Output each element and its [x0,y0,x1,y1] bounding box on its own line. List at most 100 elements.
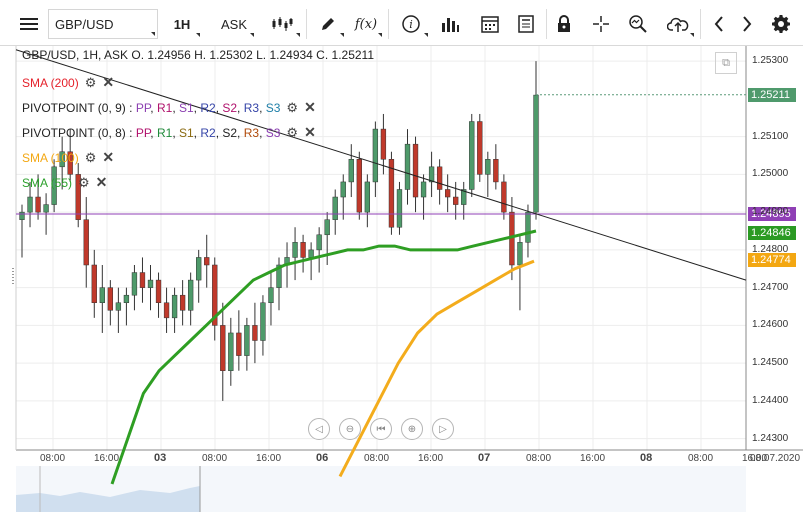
candle-body [43,204,49,213]
pivot-level-label: , [259,126,266,140]
indicator-settings-gear-icon[interactable]: ⚙ [78,175,90,190]
pivot-level-label: , [193,101,201,115]
candle-body [107,287,114,311]
info-button[interactable]: i [392,9,430,39]
candle-body [533,94,539,213]
candle-body [372,128,379,183]
indicator-legend[interactable]: SMA (100) ⚙ ✕ [22,149,114,166]
indicator-legend[interactable]: PIVOTPOINT (0, 8) : PP, R1, S1, R2, S2, … [22,124,316,141]
x-tick-label: 08:00 [526,453,552,464]
candle-body [115,302,122,311]
candle-body [308,249,314,258]
candle-body [485,159,491,175]
x-tick-label: 16:00 [94,453,120,464]
arrow-left-icon: ◁ [315,423,323,435]
pencil-icon [322,18,334,30]
indicator-remove-close-icon[interactable]: ✕ [102,74,115,90]
candle-body [348,159,354,183]
candle-body [461,189,467,205]
indicator-settings-gear-icon[interactable]: ⚙ [286,100,299,115]
pivot-level-label: S3 [265,101,281,115]
crosshair-button[interactable] [586,9,616,39]
news-button[interactable] [508,9,544,39]
calendar-button[interactable] [472,9,508,39]
settings-button[interactable] [766,9,796,39]
zoom-out-button[interactable]: ⊖ [339,418,361,440]
cloud-upload-icon [667,17,689,32]
y-tick-label: 1.25000 [752,168,789,180]
candle-body [300,242,306,258]
candle-body [228,332,234,371]
indicator-legend[interactable]: SMA (200) ⚙ ✕ [22,74,114,91]
reset-button[interactable]: ⏮ [370,418,392,440]
pivot-level-label: , [193,126,201,140]
scroll-right-button[interactable] [734,9,760,39]
indicator-remove-close-icon[interactable]: ✕ [95,174,108,190]
candle-body [51,166,57,205]
pivot-level-label: , [172,126,179,140]
candle-body [364,181,371,213]
draw-button[interactable] [310,9,346,39]
candle-body [252,325,258,341]
timeframe-button[interactable]: 1H [162,9,202,39]
candle-body [324,219,330,236]
zoom-button[interactable] [622,9,654,39]
pivot-level-label: , [172,101,179,115]
volume-button[interactable] [432,9,468,39]
zoom-in-icon: ⊕ [407,423,417,435]
zoom-out-icon: ⊖ [345,423,355,435]
chart-type-button[interactable] [262,9,302,39]
candle-body [123,294,130,303]
arrow-right-icon [743,16,752,32]
indicator-legend[interactable]: PIVOTPOINT (0, 9) : PP, R1, S1, R2, S2, … [22,99,316,116]
indicators-button[interactable]: f(x) [348,9,384,39]
candle-body [428,166,435,183]
candle-body [187,279,194,311]
candle-body [412,143,419,198]
indicator-remove-close-icon[interactable]: ✕ [304,99,316,115]
price-tag: 1.24846 [748,225,796,240]
menu-icon [20,18,38,30]
price-tag: 1.24895 [748,207,796,222]
price-type-button[interactable]: ASK [212,9,256,39]
indicator-settings-gear-icon[interactable]: ⚙ [286,125,299,140]
crosshair-icon [593,16,609,32]
share-button[interactable] [660,9,696,39]
nav-left-button[interactable]: ◁ [308,418,330,440]
volume-bars-icon [442,18,459,32]
indicator-label: SMA (200) [22,76,79,90]
candle-body [67,151,73,175]
nav-right-button[interactable]: ▷ [432,418,454,440]
price-tag: 1.25211 [748,87,796,102]
indicator-remove-close-icon[interactable]: ✕ [102,149,115,165]
candle-body [501,181,507,213]
symbol-input[interactable]: GBP/USD [48,9,158,39]
pivot-level-label: , [237,126,244,140]
scroll-left-button[interactable] [706,9,732,39]
chevron-down-icon [196,33,200,37]
indicator-legend[interactable]: SMA (55) ⚙ ✕ [22,174,107,191]
lock-button[interactable] [548,9,580,39]
candle-body [469,121,475,190]
chevron-down-icon [340,33,344,37]
zoom-in-button[interactable]: ⊕ [401,418,423,440]
x-tick-label: 08:00 [688,453,714,464]
svg-text:i: i [409,18,413,31]
chevron-down-icon [378,33,382,37]
menu-button[interactable] [12,9,46,39]
symbol-label: GBP/USD [55,16,114,32]
sma200-line [15,49,747,281]
expand-button[interactable]: ⧉ [715,52,737,74]
candle-body [147,279,154,288]
candle-body [204,257,210,266]
candle-body [260,302,266,341]
price-type-label: ASK [220,16,247,32]
indicator-settings-gear-icon[interactable]: ⚙ [84,75,97,90]
sma100-line [338,259,535,478]
navigator-series [16,486,200,512]
candle-body [196,257,202,281]
indicator-remove-close-icon[interactable]: ✕ [304,124,316,140]
indicator-settings-gear-icon[interactable]: ⚙ [84,150,97,165]
y-tick-label: 1.25300 [752,55,789,67]
